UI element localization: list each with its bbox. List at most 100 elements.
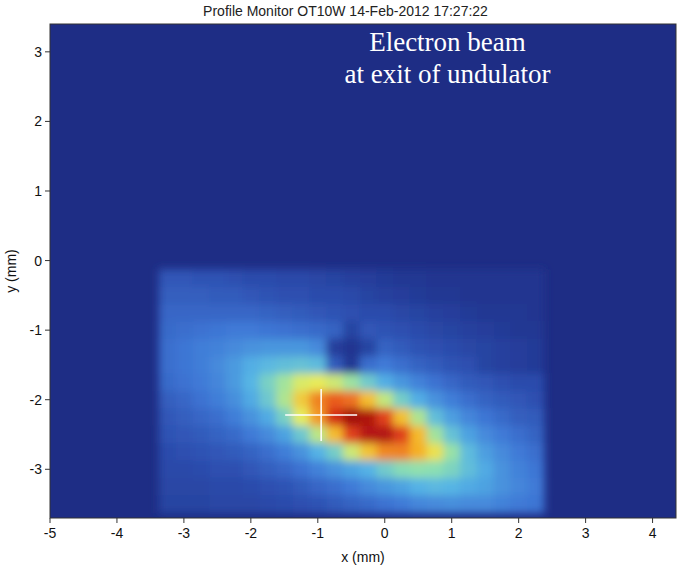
heatmap-cell bbox=[460, 321, 477, 339]
heatmap-cell bbox=[209, 304, 226, 322]
centroid-v bbox=[320, 389, 322, 441]
heatmap-cell bbox=[159, 374, 176, 392]
heatmap-cell bbox=[510, 391, 527, 409]
heatmap-cell bbox=[477, 304, 494, 322]
heatmap-cell bbox=[259, 408, 276, 426]
heatmap-cell bbox=[460, 443, 477, 461]
heatmap-cell bbox=[176, 304, 193, 322]
heatmap-cell bbox=[209, 495, 226, 513]
x-tick-label: 1 bbox=[448, 525, 456, 541]
heatmap-cell bbox=[427, 356, 444, 374]
heatmap-cell bbox=[226, 287, 243, 305]
heatmap-cell bbox=[176, 321, 193, 339]
heatmap-cell bbox=[477, 391, 494, 409]
heatmap-cell bbox=[192, 461, 209, 479]
heatmap-cell bbox=[376, 287, 393, 305]
heatmap-cell bbox=[176, 269, 193, 287]
heatmap-cell bbox=[410, 304, 427, 322]
heatmap-cell bbox=[309, 356, 326, 374]
heatmap-cell bbox=[393, 339, 410, 357]
heatmap-cell bbox=[510, 339, 527, 357]
heatmap-cell bbox=[460, 408, 477, 426]
heatmap-cell bbox=[510, 304, 527, 322]
heatmap-cell bbox=[192, 495, 209, 513]
y-tick-label: 0 bbox=[34, 253, 42, 269]
heatmap-cell bbox=[393, 408, 410, 426]
heatmap-cell bbox=[276, 495, 293, 513]
heatmap-cell bbox=[159, 408, 176, 426]
heatmap-cell bbox=[293, 339, 310, 357]
heatmap-cell bbox=[309, 269, 326, 287]
heatmap-cell bbox=[176, 408, 193, 426]
heatmap-cell bbox=[176, 391, 193, 409]
heatmap-cell bbox=[443, 461, 460, 479]
heatmap-cell bbox=[360, 408, 377, 426]
heatmap-cell bbox=[159, 269, 176, 287]
heatmap-cell bbox=[226, 443, 243, 461]
heatmap-cell bbox=[360, 426, 377, 444]
heatmap-cell bbox=[410, 495, 427, 513]
y-tick-label: -3 bbox=[30, 461, 43, 477]
heatmap-cell bbox=[427, 374, 444, 392]
heatmap-cell bbox=[326, 478, 343, 496]
heatmap-cell bbox=[326, 461, 343, 479]
heatmap-cell bbox=[176, 426, 193, 444]
x-tick-label: 4 bbox=[649, 525, 657, 541]
heatmap-cell bbox=[326, 408, 343, 426]
heatmap-cell bbox=[176, 339, 193, 357]
heatmap-cell bbox=[527, 356, 544, 374]
heatmap-cell bbox=[209, 426, 226, 444]
heatmap-cell bbox=[410, 339, 427, 357]
x-tick bbox=[50, 518, 51, 523]
heatmap-cell bbox=[343, 269, 360, 287]
heatmap-cell bbox=[510, 461, 527, 479]
heatmap-cell bbox=[326, 339, 343, 357]
heatmap-cell bbox=[293, 443, 310, 461]
heatmap-cell bbox=[326, 304, 343, 322]
heatmap-cell bbox=[159, 339, 176, 357]
heatmap-cell bbox=[192, 304, 209, 322]
heatmap-cell bbox=[510, 287, 527, 305]
heatmap-cell bbox=[494, 478, 511, 496]
heatmap-cell bbox=[192, 426, 209, 444]
heatmap-cell bbox=[460, 478, 477, 496]
heatmap-cell bbox=[443, 304, 460, 322]
heatmap-cell bbox=[159, 356, 176, 374]
heatmap-cell bbox=[176, 478, 193, 496]
heatmap-cell bbox=[460, 287, 477, 305]
x-tick bbox=[183, 518, 184, 523]
heatmap-cell bbox=[226, 304, 243, 322]
heatmap-cell bbox=[443, 356, 460, 374]
heatmap-cell bbox=[276, 391, 293, 409]
heatmap-cell bbox=[192, 443, 209, 461]
heatmap-cell bbox=[259, 374, 276, 392]
heatmap-cell bbox=[259, 321, 276, 339]
heatmap-cell bbox=[393, 304, 410, 322]
heatmap-cell bbox=[443, 339, 460, 357]
heatmap-cell bbox=[376, 374, 393, 392]
chart: Profile Monitor OT10W 14-Feb-2012 17:27:… bbox=[0, 0, 691, 580]
heatmap-cell bbox=[293, 304, 310, 322]
heatmap-cell bbox=[477, 478, 494, 496]
heatmap-cell bbox=[192, 356, 209, 374]
heatmap-cell bbox=[343, 408, 360, 426]
heatmap-cell bbox=[259, 426, 276, 444]
y-tick bbox=[45, 121, 50, 122]
heatmap-cell bbox=[176, 495, 193, 513]
heatmap-cell bbox=[410, 426, 427, 444]
heatmap-cell bbox=[159, 321, 176, 339]
heatmap-cell bbox=[376, 321, 393, 339]
heatmap-cell bbox=[427, 269, 444, 287]
y-tick bbox=[45, 260, 50, 261]
heatmap-cell bbox=[477, 374, 494, 392]
heatmap-cell bbox=[494, 356, 511, 374]
heatmap-cell bbox=[209, 374, 226, 392]
heatmap-cell bbox=[494, 287, 511, 305]
heatmap-cell bbox=[276, 461, 293, 479]
heatmap-cell bbox=[477, 408, 494, 426]
heatmap-cell bbox=[309, 339, 326, 357]
heatmap-cell bbox=[159, 287, 176, 305]
heatmap-cell bbox=[326, 287, 343, 305]
heatmap-cell bbox=[293, 495, 310, 513]
heatmap-cell bbox=[427, 287, 444, 305]
